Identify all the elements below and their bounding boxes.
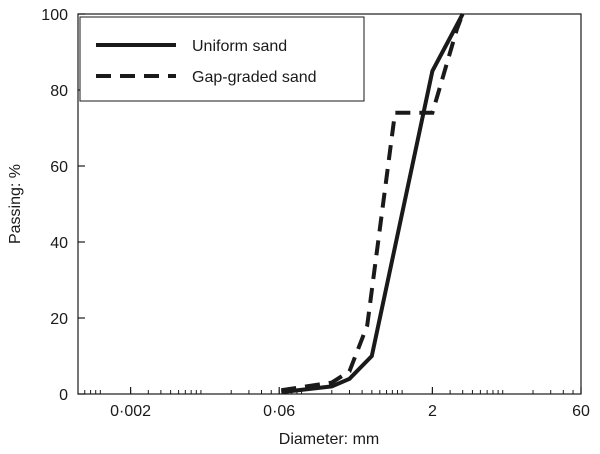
x-major-ticks: 0·002 0·06 2 60 <box>110 387 590 420</box>
y-tick-label: 20 <box>50 311 68 328</box>
y-tick-label: 80 <box>50 83 68 100</box>
series-layer <box>281 13 465 395</box>
x-tick-label: 2 <box>428 403 437 420</box>
plot-area: 0·002 0·06 2 60 0 20 40 60 80 100 <box>41 7 590 420</box>
legend: Uniform sand Gap-graded sand <box>79 16 365 102</box>
legend-label-uniform-sand: Uniform sand <box>192 38 287 55</box>
y-axis-title: Passing: % <box>7 164 24 244</box>
y-tick-label: 60 <box>50 159 68 176</box>
series-line-gap-graded-sand <box>281 13 465 393</box>
x-axis-title: Diameter: mm <box>279 431 379 448</box>
x-tick-label: 0·06 <box>263 403 295 420</box>
y-tick-label: 100 <box>41 7 68 24</box>
y-tick-label: 0 <box>59 387 68 404</box>
legend-label-gap-graded-sand: Gap-graded sand <box>192 69 317 86</box>
y-ticks: 0 20 40 60 80 100 <box>41 7 85 404</box>
legend-box <box>79 16 365 102</box>
x-tick-label: 0·002 <box>110 403 151 420</box>
series-line-uniform-sand <box>281 13 465 395</box>
plot-frame <box>77 13 582 395</box>
x-tick-label: 60 <box>572 403 590 420</box>
y-tick-label: 40 <box>50 235 68 252</box>
